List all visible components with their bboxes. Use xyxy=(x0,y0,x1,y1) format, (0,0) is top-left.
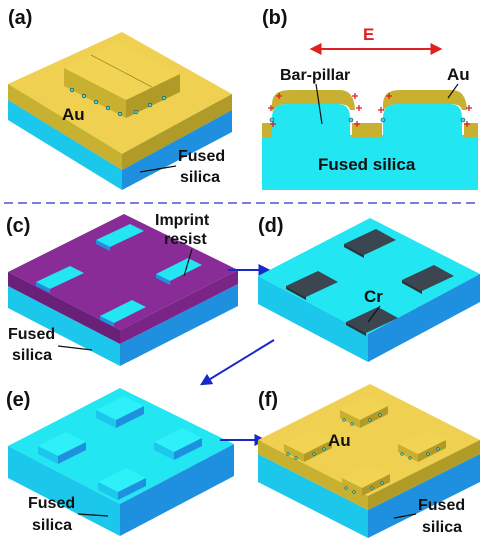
panel-label-a: (a) xyxy=(8,7,32,29)
a-gold-left xyxy=(8,84,122,170)
f-bar-pillars xyxy=(284,396,446,496)
panel-d: (d) Cr xyxy=(258,215,480,362)
c-substrate-left xyxy=(8,286,120,366)
a-nanoparticles xyxy=(69,87,167,117)
a-metal-label: Au xyxy=(62,105,85,124)
panel-e: (e) Fused silica xyxy=(6,388,234,536)
c-resist-label-2: resist xyxy=(164,231,207,248)
f-substrate-right xyxy=(368,454,480,538)
f-substrate-label-2: silica xyxy=(422,519,462,536)
b-field-label: E xyxy=(363,25,374,44)
a-substrate-label-2: silica xyxy=(180,169,220,186)
c-substrate-right xyxy=(120,284,238,366)
d-mask-label: Cr xyxy=(364,287,383,306)
e-substrate-top xyxy=(8,388,234,504)
b-pillar-leader xyxy=(315,83,323,125)
b-gold-cap-left xyxy=(272,90,355,112)
e-bar-pillars xyxy=(38,396,202,500)
d-cr-pads xyxy=(286,229,454,333)
c-resist-label-1: Imprint xyxy=(155,212,210,229)
d-substrate-left xyxy=(258,276,368,362)
f-metal-label: Au xyxy=(328,431,351,450)
c-resist-top xyxy=(8,214,238,330)
panel-c: (c) Imprint resist Fused silica xyxy=(6,212,238,366)
b-pillar-label: Bar-pillar xyxy=(280,67,350,84)
a-substrate-left xyxy=(8,100,122,190)
panel-label-f: (f) xyxy=(258,389,278,411)
panel-label-e: (e) xyxy=(6,389,30,411)
b-gold-floor-left xyxy=(262,123,272,137)
e-substrate-label-1: Fused xyxy=(28,495,75,512)
a-bar-front xyxy=(64,68,126,118)
c-resist-left xyxy=(8,272,120,344)
panel-a: (a) Au Fused silica xyxy=(8,7,232,190)
c-resist-leader xyxy=(183,248,193,277)
panel-label-b: (b) xyxy=(262,7,288,29)
panel-f: (f) Au Fused silica xyxy=(258,384,480,538)
c-trenches xyxy=(36,224,202,327)
b-metal-label: Au xyxy=(447,65,470,84)
b-gold-floor-right xyxy=(464,123,478,137)
e-substrate-right xyxy=(120,444,234,536)
f-gold-left xyxy=(258,440,368,510)
d-substrate-right xyxy=(368,274,480,362)
a-gold-right xyxy=(122,94,232,170)
a-bar-ridge xyxy=(90,54,153,88)
f-gold-right xyxy=(368,440,480,510)
b-metal-leader xyxy=(447,83,459,99)
b-gold-floor-mid xyxy=(352,123,382,137)
a-bar-right xyxy=(126,74,180,118)
b-substrate xyxy=(262,104,478,190)
e-substrate-left xyxy=(8,446,120,536)
panel-b: (b) E Bar-pillar Au Fused silica xyxy=(262,7,478,190)
d-mask-leader xyxy=(367,305,381,323)
panel-label-d: (d) xyxy=(258,215,284,237)
c-substrate-label-1: Fused xyxy=(8,326,55,343)
a-substrate-leader xyxy=(139,165,177,173)
b-substrate-label: Fused silica xyxy=(318,155,416,174)
c-substrate-label-2: silica xyxy=(12,347,52,364)
d-substrate-top xyxy=(258,218,480,334)
f-substrate-leader xyxy=(393,513,417,519)
c-substrate-leader xyxy=(57,345,93,351)
e-substrate-label-2: silica xyxy=(32,517,72,534)
f-nanoparticles xyxy=(286,413,440,494)
arrow-d-to-e xyxy=(199,339,275,386)
b-charges xyxy=(268,93,472,127)
f-substrate-left xyxy=(258,454,368,538)
b-gold-cap-right xyxy=(383,90,467,112)
d-cr-pad-sides xyxy=(286,244,422,336)
a-substrate-label-1: Fused xyxy=(178,148,225,165)
f-gold-top xyxy=(258,384,480,496)
panel-label-c: (c) xyxy=(6,215,30,237)
c-resist-right xyxy=(120,270,238,344)
f-substrate-label-1: Fused xyxy=(418,497,465,514)
e-substrate-leader xyxy=(77,513,109,517)
